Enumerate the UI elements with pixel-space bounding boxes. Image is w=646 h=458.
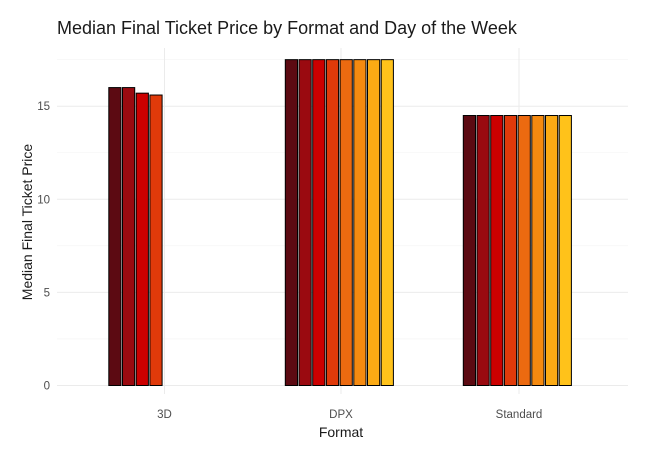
x-tick-label: Standard (496, 409, 543, 421)
bar (380, 59, 394, 387)
y-tick-label: 15 (37, 101, 50, 113)
y-tick-label: 5 (44, 287, 50, 299)
bars (108, 59, 572, 387)
bar (284, 59, 298, 387)
bar (325, 59, 340, 387)
bar (462, 115, 476, 386)
bar (108, 87, 122, 387)
bar (558, 115, 572, 386)
chart-title: Median Final Ticket Price by Format and … (57, 18, 518, 38)
bar (312, 59, 326, 387)
bar (367, 59, 381, 387)
y-axis-title: Median Final Ticket Price (19, 144, 35, 301)
x-tick-label: DPX (329, 409, 353, 421)
bar (339, 59, 353, 387)
bar (135, 92, 149, 387)
bar (149, 94, 163, 386)
bar (503, 115, 518, 386)
x-axis-title: Format (319, 424, 363, 440)
x-tick-label: 3D (157, 409, 172, 421)
y-tick-label: 10 (37, 194, 50, 206)
tick-labels: 0 5 10 15 3D DPX Standard (37, 101, 542, 421)
bar (517, 115, 531, 386)
bar (476, 115, 490, 386)
bar (353, 59, 367, 387)
bar (490, 115, 504, 386)
y-tick-label: 0 (44, 381, 50, 393)
bar (298, 59, 312, 387)
bar (545, 115, 559, 386)
bar (122, 87, 136, 387)
bar (531, 115, 545, 386)
